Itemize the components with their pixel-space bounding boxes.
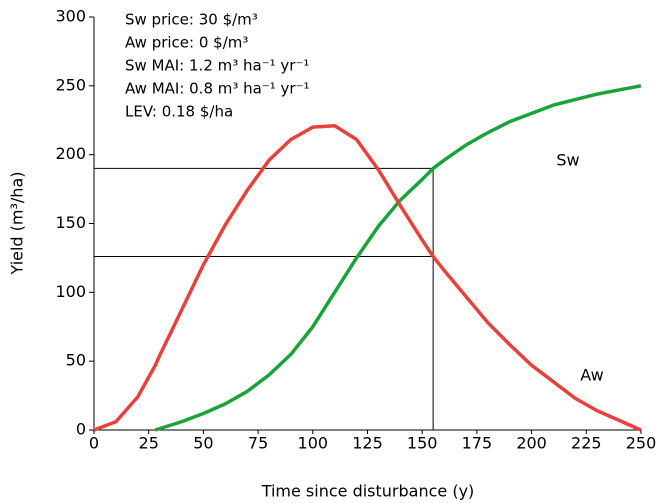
series-label: Sw — [556, 151, 579, 170]
series-label: Aw — [580, 366, 603, 385]
x-tick-label: 0 — [89, 434, 99, 453]
y-tick-label: 250 — [55, 75, 86, 94]
y-tick-label: 50 — [66, 351, 86, 370]
x-tick-label: 50 — [193, 434, 213, 453]
x-tick-label: 250 — [626, 434, 657, 453]
annotation: Aw MAI: 0.8 m³ ha⁻¹ yr⁻¹ — [125, 80, 310, 98]
series-line — [93, 124, 642, 432]
series-line — [154, 84, 642, 432]
x-tick-label: 75 — [248, 434, 268, 453]
annotation: Sw price: 30 $/m³ — [125, 11, 258, 29]
x-tick-label: 25 — [139, 434, 159, 453]
y-tick-label: 150 — [55, 213, 86, 232]
y-tick-label: 200 — [55, 144, 86, 163]
x-tick-label: 175 — [462, 434, 493, 453]
x-tick-label: 225 — [571, 434, 602, 453]
x-tick-label: 200 — [516, 434, 547, 453]
y-axis-label: Yield (m³/ha) — [8, 172, 27, 276]
annotation: Sw MAI: 1.2 m³ ha⁻¹ yr⁻¹ — [125, 57, 309, 75]
x-axis-label: Time since disturbance (y) — [261, 482, 475, 501]
x-tick-label: 100 — [298, 434, 329, 453]
y-tick-label: 0 — [76, 420, 86, 439]
annotation: Aw price: 0 $/m³ — [125, 34, 248, 52]
annotation: LEV: 0.18 $/ha — [125, 103, 233, 121]
x-tick-label: 125 — [352, 434, 383, 453]
y-tick-label: 100 — [55, 282, 86, 301]
x-tick-label: 150 — [407, 434, 438, 453]
y-tick-label: 300 — [55, 7, 86, 26]
